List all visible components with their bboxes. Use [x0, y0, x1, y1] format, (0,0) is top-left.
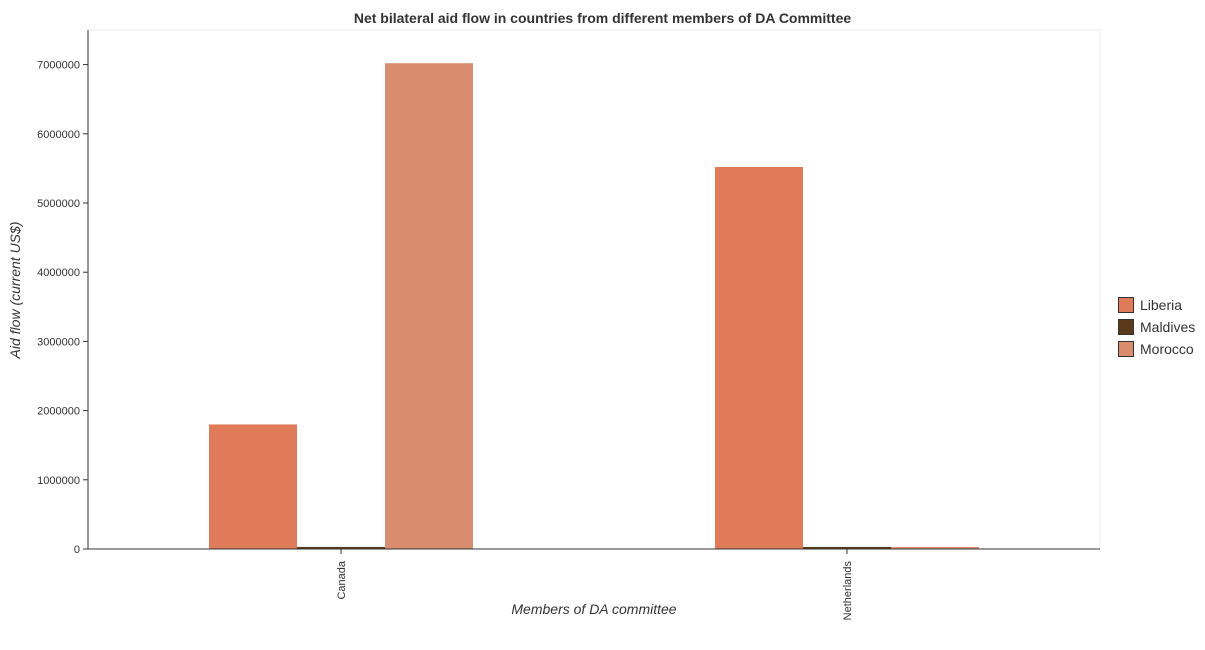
legend-label: Morocco [1140, 341, 1194, 357]
y-tick-label: 5000000 [37, 198, 80, 210]
bars [209, 63, 979, 550]
legend-item-morocco: Morocco [1118, 338, 1195, 360]
bar-morocco-canada [385, 63, 473, 549]
y-tick-label: 0 [74, 544, 80, 556]
bar-maldives-canada [297, 546, 385, 549]
legend-label: Liberia [1140, 297, 1183, 313]
legend-swatch [1118, 341, 1134, 357]
legend-item-liberia: Liberia [1118, 294, 1195, 316]
x-tick-label: Netherlands [842, 561, 854, 621]
legend-item-maldives: Maldives [1118, 316, 1195, 338]
bar-liberia-canada [209, 424, 297, 549]
chart-title: Net bilateral aid flow in countries from… [353, 10, 852, 26]
legend: Liberia Maldives Morocco [1118, 294, 1195, 360]
x-axis: Canada Netherlands [88, 548, 1100, 621]
y-tick-label: 2000000 [37, 406, 80, 418]
bar-liberia-netherlands [715, 167, 803, 550]
x-tick-label: Canada [336, 560, 348, 599]
y-tick-label: 6000000 [37, 129, 80, 141]
y-axis: 0 1000000 2000000 3000000 4000000 5000000 6000… [37, 30, 89, 556]
y-tick-label: 1000000 [37, 475, 80, 487]
x-axis-label: Members of DA committee [511, 601, 676, 617]
legend-swatch [1118, 319, 1134, 335]
y-tick-label: 4000000 [37, 267, 80, 279]
legend-swatch [1118, 297, 1134, 313]
y-tick-label: 7000000 [37, 60, 80, 72]
legend-label: Maldives [1140, 319, 1196, 335]
bar-morocco-netherlands [891, 546, 979, 549]
y-axis-label: Aid flow (current US$) [7, 222, 23, 360]
y-tick-label: 3000000 [37, 336, 80, 348]
bar-maldives-netherlands [803, 546, 891, 549]
